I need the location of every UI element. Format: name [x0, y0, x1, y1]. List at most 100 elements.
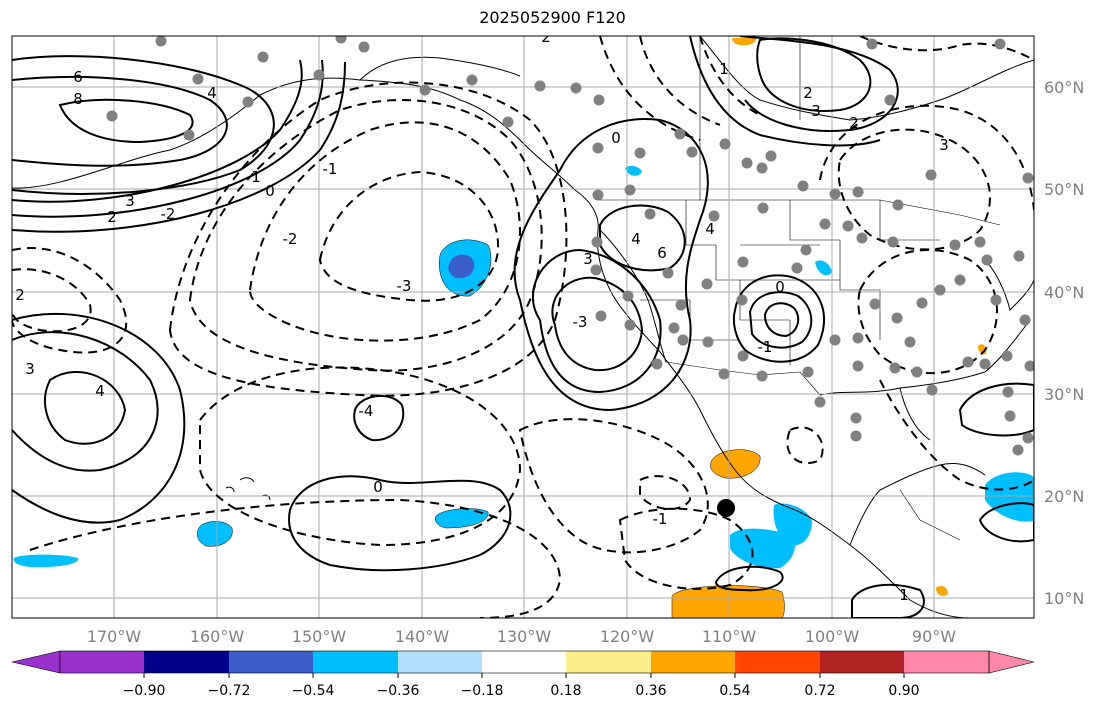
station-dot	[819, 218, 831, 230]
colorbar-tick-label: −0.54	[292, 683, 335, 699]
station-dot	[335, 36, 347, 44]
contour-label: 3	[25, 360, 35, 378]
station-dot	[1019, 314, 1031, 326]
colorbar-outline	[59, 650, 990, 674]
station-dot	[1002, 386, 1014, 398]
contour-label: -2	[283, 230, 298, 248]
longitude-label: 110°W	[702, 627, 757, 646]
longitude-label: 140°W	[395, 627, 450, 646]
station-markers	[106, 36, 1034, 456]
station-dot	[994, 38, 1006, 50]
station-dot	[887, 236, 899, 248]
colorbar-segment	[566, 651, 651, 673]
station-dot	[1004, 410, 1016, 422]
station-dot	[850, 430, 862, 442]
station-dot	[829, 188, 841, 200]
contour-label: -3	[573, 313, 588, 331]
latitude-label: 40°N	[1044, 283, 1084, 302]
contour-label: 4	[705, 220, 715, 238]
colorbar-segment	[482, 651, 566, 673]
latitude-label: 20°N	[1044, 487, 1084, 506]
contour-label: 1	[719, 60, 729, 78]
station-dot	[926, 384, 938, 396]
station-dot	[592, 189, 604, 201]
station-dot	[183, 129, 195, 141]
longitude-label: 100°W	[805, 627, 860, 646]
colorbar-tick-label: 0.72	[804, 683, 835, 699]
station-dot	[1022, 432, 1034, 444]
station-dot	[765, 150, 777, 162]
contour-label: 0	[265, 182, 275, 200]
station-dot	[593, 94, 605, 106]
contour-label: 3	[125, 192, 135, 210]
latitude-label: 60°N	[1044, 78, 1084, 97]
station-dot	[591, 236, 603, 248]
contour-label: 6	[73, 68, 83, 86]
station-dot	[737, 256, 749, 268]
contour-label: 3	[939, 136, 949, 154]
positive-contours	[12, 36, 1034, 618]
station-dot	[419, 84, 431, 96]
station-dot	[884, 94, 896, 106]
colorbar: −0.90 −0.72 −0.54 −0.36 −0.18 0.18 0.36 0.54 0.7…	[11, 650, 1035, 699]
contour-label: 0	[775, 278, 785, 296]
station-dot	[358, 41, 370, 53]
latitude-labels: 60°N 50°N 40°N 30°N 20°N 10°N	[1044, 78, 1084, 608]
station-dot	[756, 370, 768, 382]
longitude-label: 90°W	[912, 627, 956, 646]
station-dot	[570, 82, 582, 94]
contour-label: -3	[397, 277, 412, 295]
station-dot	[856, 232, 868, 244]
colorbar-tick-label: −0.72	[208, 683, 251, 699]
station-dot	[718, 368, 730, 380]
station-dot	[313, 69, 325, 81]
station-dot	[502, 116, 514, 128]
map-frame	[11, 35, 1035, 619]
station-dot	[675, 299, 687, 311]
map-title: 2025052900 F120	[479, 8, 626, 27]
station-dot	[624, 319, 636, 331]
station-dot	[981, 254, 993, 266]
colorbar-segment	[144, 651, 229, 673]
contour-label: 3	[811, 102, 821, 120]
longitude-label: 170°W	[87, 627, 142, 646]
longitude-label: 120°W	[600, 627, 655, 646]
station-dot	[1013, 250, 1025, 262]
station-dot	[904, 336, 916, 348]
station-dot	[686, 146, 698, 158]
contour-label: -4	[359, 402, 374, 420]
contour-label: 4	[631, 230, 641, 248]
contour-label: 8	[73, 90, 83, 108]
station-dot	[800, 244, 812, 256]
contour-label: 2	[849, 114, 859, 132]
station-dot	[677, 334, 689, 346]
colorbar-min-extend	[11, 650, 61, 674]
colorbar-tick-label: 0.90	[888, 683, 919, 699]
station-dot	[719, 138, 731, 150]
contour-label: 2	[541, 28, 551, 46]
contour-label: 2	[107, 208, 117, 226]
colorbar-tick-label: −0.36	[377, 683, 420, 699]
station-dot	[954, 274, 966, 286]
colorbar-tick-label: 0.54	[719, 683, 750, 699]
station-dot	[852, 360, 864, 372]
station-dot	[674, 128, 686, 140]
contour-label: 3	[583, 250, 593, 268]
contour-label: -1	[653, 510, 668, 528]
contour-label: 2	[803, 84, 813, 102]
colorbar-max-extend	[988, 650, 1035, 674]
station-dot	[852, 332, 864, 344]
station-dot	[737, 350, 749, 362]
station-dot	[192, 73, 204, 85]
station-dot	[891, 312, 903, 324]
contour-label: 1	[899, 586, 909, 604]
station-dot	[741, 157, 753, 169]
station-dot	[634, 147, 646, 159]
station-dot	[595, 310, 607, 322]
contour-label: 2	[15, 286, 25, 304]
station-dot	[802, 366, 814, 378]
latitude-label: 10°N	[1044, 589, 1084, 608]
station-dot	[757, 202, 769, 214]
